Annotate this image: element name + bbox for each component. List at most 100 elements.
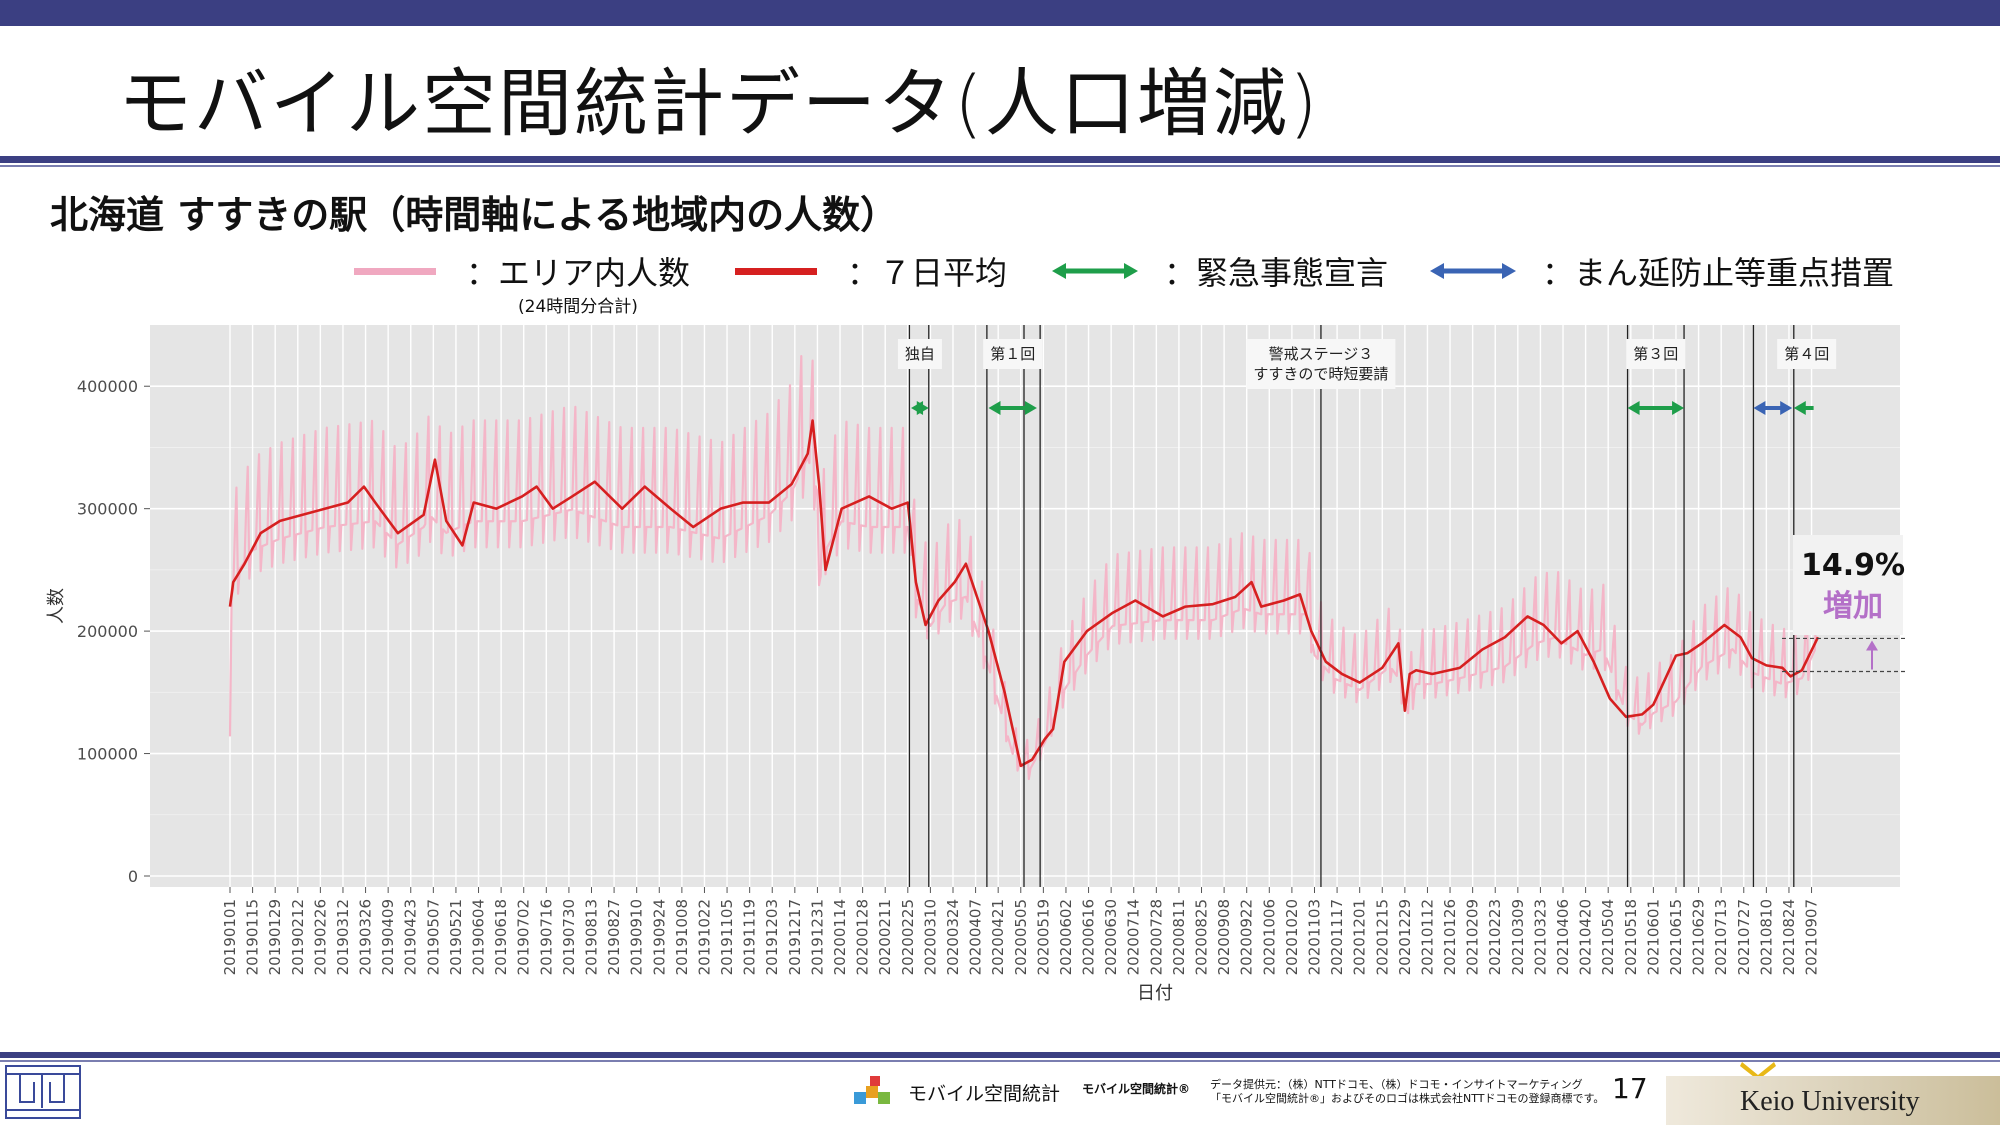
x-tick-label: 20200908	[1215, 899, 1233, 975]
x-tick-label: 20210713	[1712, 899, 1730, 975]
title-divider	[0, 156, 2000, 163]
x-tick-label: 20210518	[1622, 899, 1640, 975]
x-tick-label: 20200602	[1057, 899, 1075, 975]
annotation-box	[1793, 535, 1903, 635]
annotation-arrow-head	[1866, 640, 1878, 651]
legend-label-avg: ：７日平均	[847, 254, 1008, 292]
x-tick-label: 20200728	[1147, 899, 1165, 975]
cube-logo-icon	[854, 1076, 890, 1104]
footer-divider-thin	[0, 1060, 2000, 1062]
x-tick-label: 20210420	[1577, 899, 1595, 975]
event-arrow-head-right	[1024, 401, 1037, 415]
x-tick-label: 20190702	[515, 899, 533, 975]
x-axis-title: 日付	[1137, 983, 1173, 1004]
y-tick-label: 300000	[77, 500, 138, 519]
x-tick-label: 20200128	[854, 899, 872, 975]
x-tick-label: 20190507	[424, 899, 442, 975]
x-tick-label: 20210615	[1667, 899, 1685, 975]
x-tick-label: 20190101	[221, 899, 239, 975]
event-label: 警戒ステージ３	[1269, 345, 1374, 363]
x-tick-label: 20200310	[921, 899, 939, 975]
green-arrow-icon	[1052, 263, 1138, 279]
x-tick-label: 20190618	[492, 899, 510, 975]
data-credit: データ提供元：（株）NTTドコモ、（株）ドコモ・インサイトマーケティング 「モバ…	[1210, 1078, 1604, 1106]
title-divider-thin	[0, 165, 2000, 167]
x-tick-label: 20210406	[1554, 899, 1572, 975]
footer-divider	[0, 1052, 2000, 1058]
x-tick-label: 20201201	[1351, 899, 1369, 975]
x-tick-label: 20201006	[1260, 899, 1278, 975]
x-tick-label: 20190115	[244, 899, 262, 975]
legend-swatch-pink-line	[354, 267, 436, 275]
event-arrow-head-left	[1793, 401, 1806, 415]
x-tick-label: 20190730	[560, 899, 578, 975]
keio-university-banner: Keio University	[1666, 1076, 2000, 1125]
x-tick-label: 20210223	[1486, 899, 1504, 975]
x-tick-label: 20200211	[876, 899, 894, 975]
population-chart: 0 100000 200000 300000 400000 20190101 2019011…	[46, 325, 1908, 1004]
event-arrow-head-right	[916, 401, 929, 415]
legend-label-manen: ：まん延防止等重点措置	[1542, 254, 1895, 292]
credit-line-2: 「モバイル空間統計®」およびそのロゴは株式会社NTTドコモの登録商標です。	[1210, 1092, 1605, 1105]
mobile-stats-logo: モバイル空間統計	[852, 1076, 1060, 1108]
x-tick-label: 20200114	[831, 899, 849, 975]
event-label: 第３回	[1633, 345, 1678, 363]
x-tick-label: 20190604	[470, 899, 488, 975]
mobile-stats-reg: モバイル空間統計®	[1082, 1082, 1191, 1096]
x-tick-label: 20201229	[1396, 899, 1414, 975]
x-tick-label: 20210126	[1441, 899, 1459, 975]
x-tick-label: 20200825	[1193, 899, 1211, 975]
event-arrow-head-right	[1780, 401, 1793, 415]
event-arrow-head-left	[1753, 401, 1766, 415]
x-tick-label: 20191105	[718, 899, 736, 975]
event-label: 第１回	[990, 345, 1035, 363]
x-tick-label: 20190716	[537, 899, 555, 975]
x-tick-label: 20191119	[741, 899, 759, 975]
y-tick-label: 100000	[77, 745, 138, 764]
x-tick-label: 20191008	[673, 899, 691, 975]
event-label-box	[1246, 339, 1396, 389]
annotation-value: 14.9%	[1801, 548, 1905, 583]
x-tick-label: 20191022	[695, 899, 713, 975]
event-label-box	[1777, 339, 1837, 369]
x-tick-label: 20210309	[1509, 899, 1527, 975]
page-title: モバイル空間統計データ(人口増減)	[118, 61, 1320, 147]
legend-swatch-red-line	[735, 267, 817, 275]
x-tick-label: 20200519	[1034, 899, 1052, 975]
x-tick-label: 20200922	[1238, 899, 1256, 975]
event-label-box	[897, 339, 942, 369]
x-tick-label: 20210601	[1644, 899, 1662, 975]
sfc-logo-icon	[5, 1065, 81, 1119]
x-tick-label: 20201117	[1328, 899, 1346, 975]
x-tick-label: 20201020	[1283, 899, 1301, 975]
x-tick-label: 20190129	[266, 899, 284, 975]
x-tick-label: 20190326	[357, 899, 375, 975]
x-tick-label: 20190910	[628, 899, 646, 975]
x-tick-label: 20191231	[808, 899, 826, 975]
x-tick-label: 20190813	[582, 899, 600, 975]
event-arrow-head-left	[988, 401, 1001, 415]
x-tick-label: 20190423	[402, 899, 420, 975]
x-tick-label: 20200407	[967, 899, 985, 975]
x-tick-label: 20200505	[1012, 899, 1030, 975]
annotation-label: 増加	[1823, 589, 1883, 624]
x-tick-label: 20200630	[1102, 899, 1120, 975]
x-tick-label: 20191217	[786, 899, 804, 975]
y-tick-label: 0	[128, 867, 138, 886]
mobile-stats-brand: モバイル空間統計	[908, 1082, 1061, 1105]
x-tick-label: 20210824	[1780, 899, 1798, 975]
legend-item-emergency: ：緊急事態宣言	[1052, 248, 1388, 294]
x-tick-label: 20191203	[763, 899, 781, 975]
x-tick-label: 20200324	[944, 899, 962, 975]
legend-item-area: ：エリア内人数	[354, 248, 690, 294]
event-label-box	[983, 339, 1043, 369]
legend-item-avg: ：７日平均	[735, 248, 1007, 294]
x-tick-label: 20210810	[1757, 899, 1775, 975]
x-tick-label: 20210209	[1464, 899, 1482, 975]
event-label: 第４回	[1784, 345, 1829, 363]
x-tick-label: 20190312	[334, 899, 352, 975]
chart-subtitle: 北海道 すすきの駅（時間軸による地域内の人数）	[50, 193, 899, 237]
x-tick-label: 20200811	[1170, 899, 1188, 975]
x-tick-label: 20210629	[1690, 899, 1708, 975]
legend-sublabel-area: (24時間分合計)	[518, 297, 638, 317]
